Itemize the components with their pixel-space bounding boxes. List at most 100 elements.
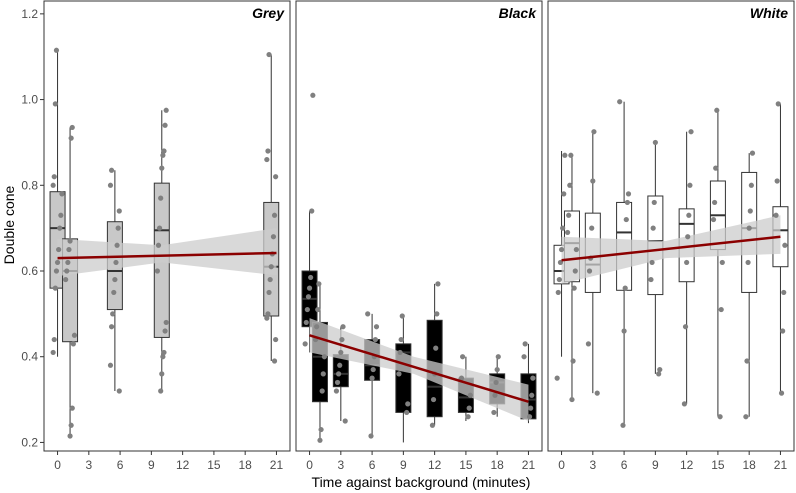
data-point bbox=[107, 362, 114, 368]
data-point bbox=[555, 289, 561, 296]
data-point bbox=[369, 375, 375, 381]
data-point bbox=[267, 276, 273, 283]
data-point bbox=[530, 375, 536, 381]
data-point bbox=[63, 276, 69, 283]
panel-border bbox=[43, 0, 291, 452]
data-point bbox=[116, 208, 122, 214]
data-point bbox=[522, 341, 528, 347]
data-point bbox=[717, 414, 723, 420]
data-point bbox=[56, 246, 62, 253]
data-point bbox=[657, 366, 663, 373]
data-point bbox=[115, 225, 121, 231]
data-point bbox=[51, 336, 57, 343]
x-axis-title: Time against background (minutes) bbox=[312, 474, 531, 490]
data-point bbox=[270, 234, 277, 240]
x-tick-label: 3 bbox=[337, 458, 344, 472]
data-point bbox=[780, 328, 786, 334]
data-point bbox=[405, 401, 411, 407]
data-point bbox=[495, 354, 501, 360]
trend-line bbox=[57, 251, 277, 260]
data-point bbox=[158, 195, 164, 201]
data-point bbox=[114, 242, 120, 248]
data-point bbox=[560, 225, 566, 231]
data-point bbox=[650, 225, 656, 231]
data-point bbox=[651, 199, 657, 206]
x-tick-label: 15 bbox=[459, 458, 473, 472]
x-tick-label: 12 bbox=[428, 458, 442, 472]
data-point bbox=[321, 354, 327, 360]
data-point bbox=[273, 174, 279, 180]
trend-line bbox=[561, 235, 781, 262]
x-tick-label: 0 bbox=[54, 458, 61, 472]
data-point bbox=[745, 259, 751, 266]
x-tick-label: 15 bbox=[207, 458, 221, 472]
confidence-band bbox=[57, 228, 277, 277]
data-point bbox=[465, 414, 471, 420]
data-point bbox=[264, 156, 270, 163]
data-point bbox=[591, 129, 597, 135]
data-point bbox=[747, 208, 753, 214]
y-tick-label: 0.4 bbox=[21, 350, 38, 364]
data-point bbox=[108, 167, 115, 173]
data-point bbox=[558, 246, 565, 253]
data-point bbox=[314, 324, 320, 330]
data-point bbox=[397, 349, 403, 356]
data-point bbox=[69, 124, 75, 131]
data-point bbox=[310, 92, 316, 98]
x-tick-label: 12 bbox=[176, 458, 190, 472]
data-point bbox=[568, 152, 574, 158]
data-point bbox=[59, 191, 65, 197]
data-point bbox=[317, 437, 323, 443]
data-point bbox=[620, 422, 626, 428]
data-point bbox=[161, 148, 167, 154]
data-point bbox=[435, 281, 441, 287]
data-point bbox=[64, 268, 70, 274]
data-point bbox=[273, 336, 279, 343]
data-point bbox=[652, 139, 658, 146]
data-point bbox=[712, 199, 718, 206]
data-point bbox=[567, 182, 573, 188]
data-point bbox=[58, 212, 64, 218]
data-point bbox=[493, 379, 499, 386]
data-point bbox=[370, 366, 376, 373]
data-point bbox=[687, 182, 693, 188]
x-tick-label: 21 bbox=[522, 458, 536, 472]
data-point bbox=[50, 182, 56, 188]
x-tick-label: 15 bbox=[711, 458, 725, 472]
x-tick-label: 18 bbox=[490, 458, 504, 472]
data-point bbox=[398, 336, 404, 343]
data-point bbox=[773, 212, 779, 218]
data-point bbox=[554, 375, 560, 381]
data-point bbox=[68, 422, 74, 428]
x-tick-label: 9 bbox=[148, 458, 155, 472]
data-point bbox=[154, 268, 160, 274]
data-point bbox=[566, 212, 572, 218]
data-point bbox=[775, 101, 781, 107]
data-point bbox=[649, 259, 655, 266]
x-tick-label: 18 bbox=[742, 458, 756, 472]
data-point bbox=[573, 246, 579, 253]
data-point bbox=[339, 336, 345, 343]
data-point bbox=[316, 281, 322, 287]
panel-grey: Grey 0 3 6 9 12 15 18 21 bbox=[43, 0, 291, 472]
data-point bbox=[112, 276, 118, 283]
y-axis-title: Double cone bbox=[1, 185, 17, 264]
data-point bbox=[315, 306, 321, 313]
x-tick-label: 9 bbox=[652, 458, 659, 472]
data-point bbox=[681, 401, 688, 407]
data-point bbox=[265, 311, 271, 317]
data-point bbox=[53, 268, 60, 274]
data-point bbox=[685, 234, 691, 240]
panel-black: Black 0 3 6 9 12 15 18 21 bbox=[295, 0, 543, 472]
data-point bbox=[526, 414, 533, 420]
data-point bbox=[521, 354, 527, 360]
data-point bbox=[564, 229, 571, 236]
data-point bbox=[163, 319, 169, 326]
data-point bbox=[372, 336, 378, 343]
data-point bbox=[304, 306, 310, 313]
panel-title: Grey bbox=[252, 5, 285, 21]
data-point bbox=[648, 276, 654, 283]
data-point bbox=[571, 285, 577, 291]
data-point bbox=[66, 246, 72, 253]
